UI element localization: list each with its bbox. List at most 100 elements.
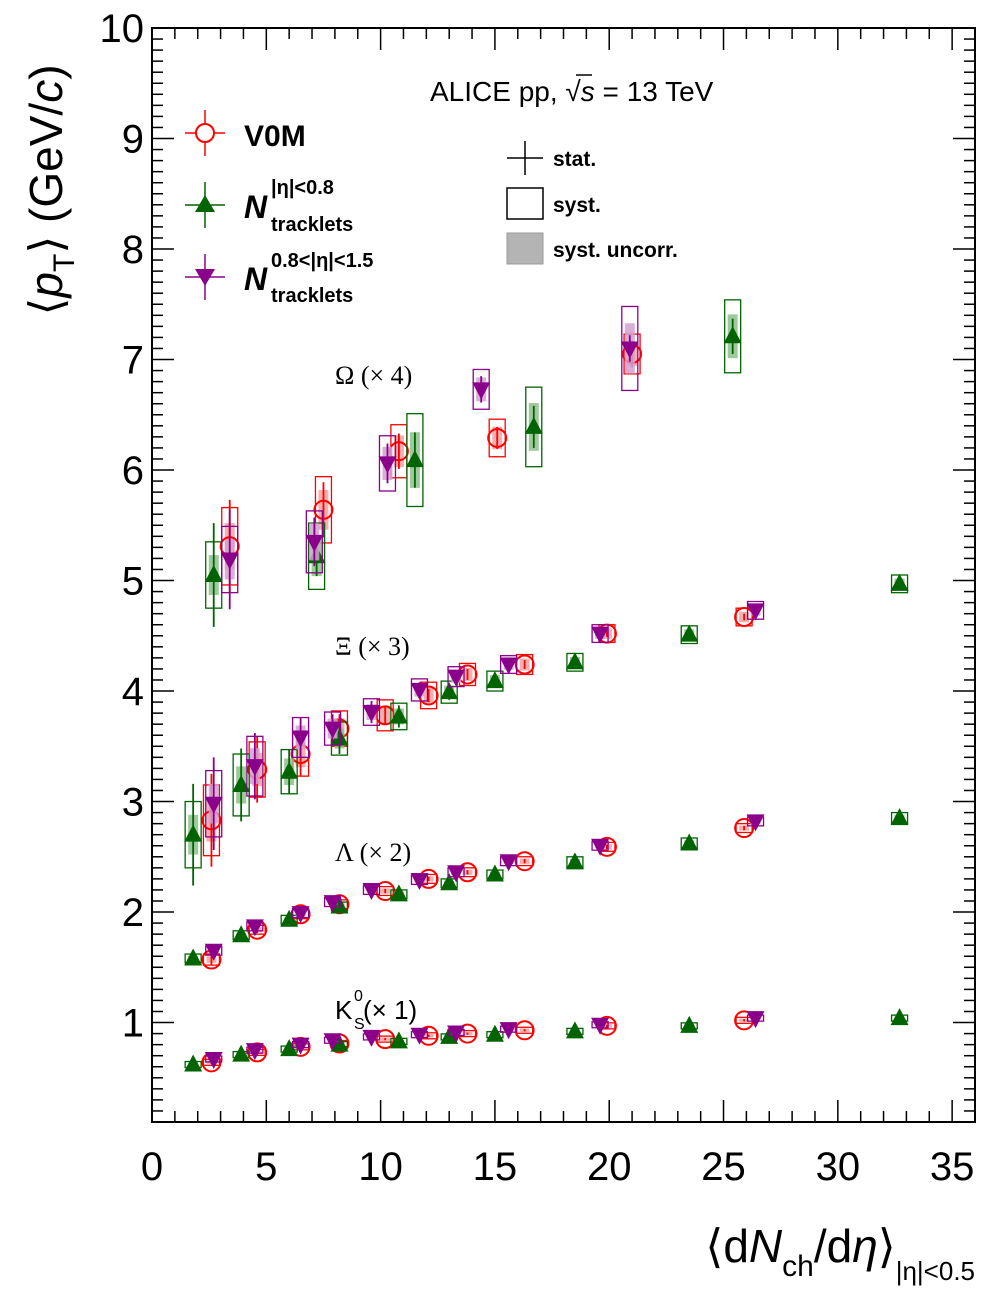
svg-text:K: K	[335, 995, 353, 1025]
data-point-omega	[487, 427, 508, 448]
data-point-omega	[305, 534, 324, 552]
data-point-omega	[723, 326, 742, 344]
legend-sup-ntracklets-08: |η|<0.8	[271, 177, 334, 199]
data-point-k0s	[232, 1044, 251, 1062]
data-point-omega	[524, 416, 543, 434]
syst-box	[440, 680, 458, 704]
data-point-k0s	[323, 1033, 342, 1051]
data-point-k0s	[362, 1029, 381, 1047]
x-tick-label: 0	[141, 1145, 163, 1189]
data-point-xi	[565, 652, 584, 670]
data-point-k0s	[375, 1029, 396, 1050]
y-tick-label: 5	[122, 560, 144, 604]
data-point-xi	[410, 682, 429, 700]
data-point-lambda	[680, 833, 699, 851]
syst-box	[724, 299, 742, 374]
data-point-lambda	[245, 919, 264, 937]
syst-box	[378, 435, 397, 492]
series-Ntracklets_eta08	[184, 299, 909, 1072]
data-point-xi	[890, 573, 909, 591]
data-point-lambda	[204, 943, 223, 961]
syst-box	[410, 678, 429, 702]
legend-label-syst: syst.	[553, 194, 601, 217]
data-point-omega	[204, 565, 223, 582]
syst-box	[305, 510, 323, 574]
data-point-lambda	[591, 838, 610, 856]
syst-box	[390, 702, 408, 731]
data-point-xi	[362, 705, 381, 723]
x-tick-label: 35	[930, 1145, 975, 1189]
data-point-xi	[591, 626, 610, 644]
data-point-k0s	[204, 1052, 223, 1070]
legend-sub-ntracklets-0815: tracklets	[271, 285, 353, 307]
data-point-lambda	[499, 854, 518, 872]
syst-box	[472, 368, 490, 410]
y-tick-label: 4	[122, 670, 144, 714]
x-tick-label: 5	[255, 1145, 277, 1189]
data-point-lambda	[890, 808, 909, 826]
data-point-k0s	[514, 1020, 535, 1041]
axis-ticks: 0 5 10 15 20 25 30 35 1 2 3 4 5 6 7 8 9 10	[100, 7, 976, 1189]
data-point-xi	[330, 728, 349, 746]
data-point-omega	[472, 382, 491, 400]
data-point-xi	[323, 721, 342, 739]
y-tick-label: 1	[122, 1002, 144, 1046]
chart-title: ALICE pp, √s = 13 TeV	[430, 76, 714, 107]
svg-text:0: 0	[354, 988, 363, 1005]
data-point-omega	[220, 552, 239, 570]
data-point-lambda	[232, 925, 251, 943]
data-point-k0s	[680, 1015, 699, 1033]
y-tick-label: 6	[122, 449, 144, 493]
legend-label-syst-uncorr: syst. uncorr.	[553, 239, 678, 262]
data-point-lambda	[389, 884, 408, 902]
annotation-xi: Ξ (× 3)	[335, 632, 410, 661]
data-point-xi	[499, 657, 518, 675]
data-point-lambda	[514, 851, 535, 872]
x-axis-label: ⟨dNch/dη⟩|η|<0.5	[705, 1220, 975, 1286]
data-point-xi	[232, 774, 251, 792]
annotation-omega: Ω (× 4)	[335, 361, 412, 390]
data-layer	[184, 299, 909, 1073]
svg-text:S: S	[354, 1016, 365, 1033]
data-point-xi	[204, 796, 223, 814]
data-point-xi	[447, 669, 466, 687]
data-point-lambda	[410, 872, 429, 890]
data-point-lambda	[485, 864, 504, 882]
syst-box	[406, 413, 424, 508]
y-tick-label: 8	[122, 228, 144, 272]
syst-box	[307, 522, 326, 591]
data-point-lambda	[280, 909, 299, 927]
data-point-xi	[184, 824, 203, 842]
y-tick-label: 2	[122, 891, 144, 935]
data-point-k0s	[565, 1021, 584, 1039]
syst-box	[323, 711, 342, 746]
syst-box	[525, 386, 543, 468]
data-point-k0s	[410, 1027, 429, 1045]
legend-label-ntracklets-0815: N	[244, 261, 268, 297]
legend-item-syst-uncorr: syst. uncorr.	[506, 232, 678, 265]
legend-item-stat: stat.	[507, 141, 596, 175]
data-point-k0s	[746, 1011, 765, 1029]
data-point-lambda	[323, 895, 342, 913]
data-point-xi	[734, 606, 755, 627]
data-point-lambda	[291, 906, 310, 924]
data-point-lambda	[440, 873, 459, 891]
legend-sup-ntracklets-0815: 0.8<|η|<1.5	[271, 250, 373, 272]
data-point-omega	[313, 499, 334, 520]
data-point-omega	[620, 341, 639, 359]
y-tick-label: 7	[122, 339, 144, 383]
legend-sub-ntracklets-08: tracklets	[271, 214, 353, 236]
annotation-k0s: K 0 S (× 1)	[335, 988, 417, 1033]
data-point-omega	[378, 456, 397, 474]
data-point-xi	[440, 682, 459, 700]
data-point-lambda	[565, 852, 584, 870]
data-point-lambda	[734, 818, 755, 839]
data-point-xi	[746, 603, 765, 621]
annotation-lambda: Λ (× 2)	[335, 838, 411, 867]
y-tick-label: 10	[100, 7, 145, 51]
data-point-xi	[291, 730, 310, 748]
data-point-k0s	[447, 1025, 466, 1043]
legend-item-v0m: V0M	[185, 110, 306, 156]
data-point-lambda	[184, 948, 203, 966]
